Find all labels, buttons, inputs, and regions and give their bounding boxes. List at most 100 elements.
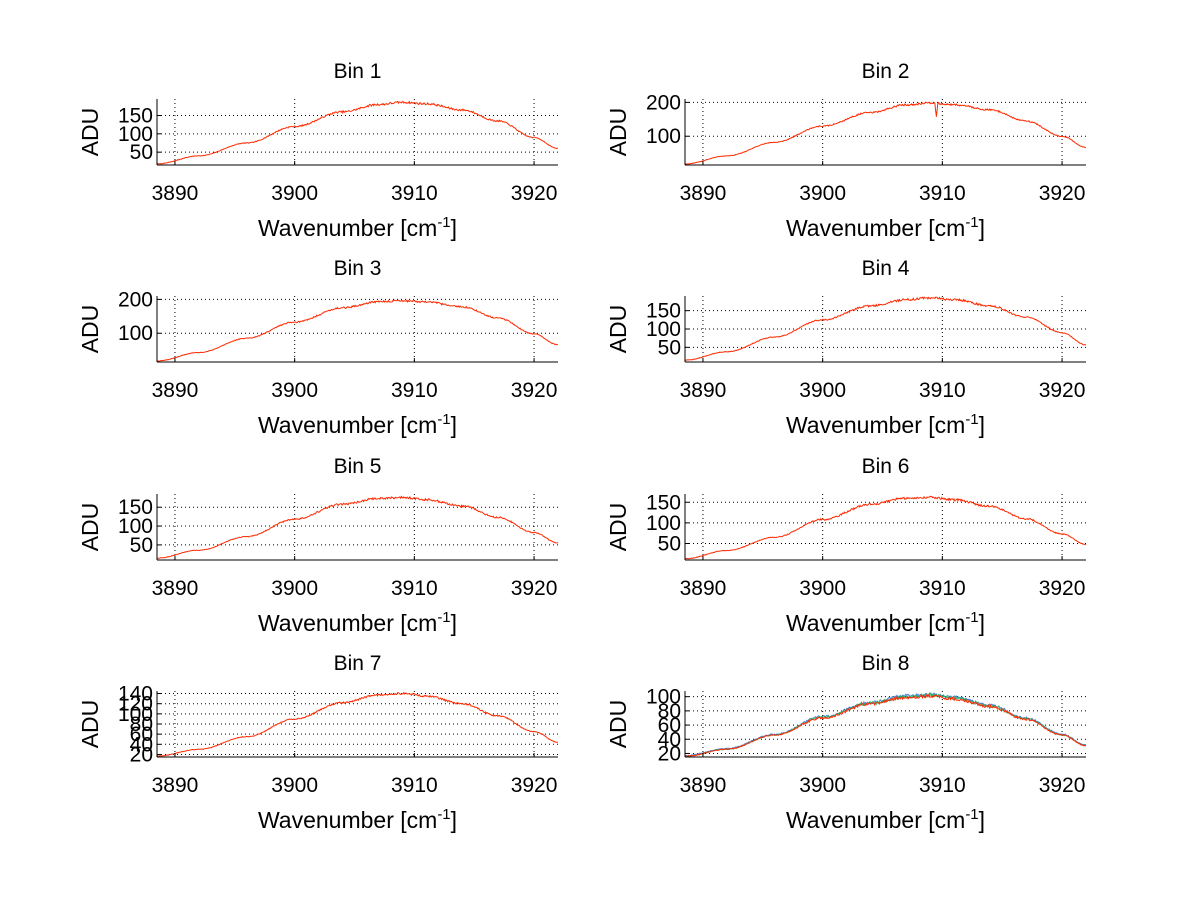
x-axis-label-end: ] xyxy=(979,807,985,833)
y-tick-label: 60 xyxy=(658,714,681,737)
x-tick-label: 3900 xyxy=(271,577,318,600)
x-tick-label: 3910 xyxy=(919,379,966,402)
x-axis-label-end: ] xyxy=(979,215,985,241)
x-tick-label: 3890 xyxy=(152,577,199,600)
y-tick-label: 50 xyxy=(658,533,681,556)
x-axis-label-main: Wavenumber [cm xyxy=(786,610,965,636)
x-axis-label: Wavenumber [cm-1] xyxy=(786,411,985,438)
y-axis-label: ADU xyxy=(77,108,103,157)
x-tick-label: 3920 xyxy=(1039,182,1086,205)
y-tick-label: 100 xyxy=(118,703,153,726)
chart-title: Bin 4 xyxy=(862,257,910,280)
y-tick-label: 100 xyxy=(118,515,153,538)
x-axis-label-end: ] xyxy=(451,412,457,438)
x-axis-label-end: ] xyxy=(451,807,457,833)
x-tick-label: 3890 xyxy=(152,379,199,402)
x-axis-label-superscript: -1 xyxy=(965,806,978,823)
y-axis-label: ADU xyxy=(605,305,631,354)
x-tick-label: 3890 xyxy=(680,577,727,600)
x-axis-label-main: Wavenumber [cm xyxy=(258,215,437,241)
x-tick-label: 3910 xyxy=(919,182,966,205)
chart-title: Bin 5 xyxy=(334,455,382,478)
x-tick-label: 3900 xyxy=(271,379,318,402)
x-axis-label-superscript: -1 xyxy=(437,411,450,428)
subplot-bin-2: Bin 2 3890 3900 3910 3920 100 200 Wavenumber [c… xyxy=(605,60,1087,241)
series-line-spectrum xyxy=(156,691,558,757)
chart-title: Bin 6 xyxy=(862,455,910,478)
x-axis-label: Wavenumber [cm-1] xyxy=(786,214,985,241)
x-axis-label: Wavenumber [cm-1] xyxy=(258,609,457,636)
y-tick-label: 100 xyxy=(118,322,153,345)
y-axis-label: ADU xyxy=(605,108,631,157)
x-axis-label-end: ] xyxy=(979,610,985,636)
x-tick-label: 3910 xyxy=(919,577,966,600)
y-tick-label: 100 xyxy=(118,123,153,146)
x-tick-label: 3890 xyxy=(680,774,727,797)
x-tick-label: 3900 xyxy=(799,577,846,600)
subplot-bin-3: Bin 3 3890 3900 3910 3920 100 200 Wavenumber [c… xyxy=(77,257,558,438)
chart-title: Bin 1 xyxy=(334,60,382,83)
y-axis-label: ADU xyxy=(77,700,103,749)
chart-title: Bin 8 xyxy=(862,652,910,675)
chart-title: Bin 2 xyxy=(862,60,910,83)
y-tick-label: 20 xyxy=(130,743,153,766)
y-tick-label: 60 xyxy=(130,723,153,746)
y-tick-label: 80 xyxy=(658,700,681,723)
y-tick-label: 50 xyxy=(658,336,681,359)
x-axis-label-main: Wavenumber [cm xyxy=(258,807,437,833)
x-tick-label: 3910 xyxy=(919,774,966,797)
x-tick-label: 3890 xyxy=(680,182,727,205)
x-axis-label-superscript: -1 xyxy=(437,609,450,626)
x-tick-label: 3900 xyxy=(799,182,846,205)
y-tick-label: 100 xyxy=(646,512,681,535)
x-axis-label-end: ] xyxy=(451,610,457,636)
x-axis-label-main: Wavenumber [cm xyxy=(258,412,437,438)
x-axis-label-end: ] xyxy=(979,412,985,438)
x-tick-label: 3900 xyxy=(271,774,318,797)
series-line-spectrum xyxy=(156,495,558,559)
x-axis-label-main: Wavenumber [cm xyxy=(786,215,965,241)
y-tick-label: 40 xyxy=(658,728,681,751)
x-axis-label-end: ] xyxy=(451,215,457,241)
y-tick-label: 100 xyxy=(646,318,681,341)
y-axis-label: ADU xyxy=(605,503,631,552)
x-tick-label: 3900 xyxy=(799,774,846,797)
y-axis-label: ADU xyxy=(77,503,103,552)
y-axis-label: ADU xyxy=(77,305,103,354)
series-line-spectrum xyxy=(684,495,1087,560)
x-tick-label: 3910 xyxy=(391,379,438,402)
series-line-spectrum xyxy=(156,100,559,165)
chart-title: Bin 3 xyxy=(334,257,382,280)
y-tick-label: 150 xyxy=(646,300,681,323)
y-tick-label: 100 xyxy=(646,686,681,709)
series-line-spectrum xyxy=(684,101,1087,165)
y-tick-label: 140 xyxy=(118,683,153,706)
series-line-spectrum xyxy=(684,296,1087,361)
y-tick-label: 150 xyxy=(118,496,153,519)
x-tick-label: 3890 xyxy=(680,379,727,402)
x-tick-label: 3920 xyxy=(511,774,558,797)
x-axis-label-main: Wavenumber [cm xyxy=(786,412,965,438)
x-tick-label: 3920 xyxy=(1039,379,1086,402)
x-tick-label: 3890 xyxy=(152,182,199,205)
y-tick-label: 200 xyxy=(646,91,681,114)
x-axis-label: Wavenumber [cm-1] xyxy=(258,214,457,241)
x-tick-label: 3920 xyxy=(511,577,558,600)
x-tick-label: 3900 xyxy=(271,182,318,205)
chart-title: Bin 7 xyxy=(334,652,382,675)
x-axis-label: Wavenumber [cm-1] xyxy=(258,806,457,833)
x-axis-label-main: Wavenumber [cm xyxy=(786,807,965,833)
x-axis-label-superscript: -1 xyxy=(437,214,450,231)
x-axis-label: Wavenumber [cm-1] xyxy=(786,806,985,833)
x-axis-label-superscript: -1 xyxy=(965,609,978,626)
series-line-spectrum xyxy=(156,299,558,362)
y-tick-label: 100 xyxy=(646,125,681,148)
y-tick-label: 50 xyxy=(130,141,153,164)
